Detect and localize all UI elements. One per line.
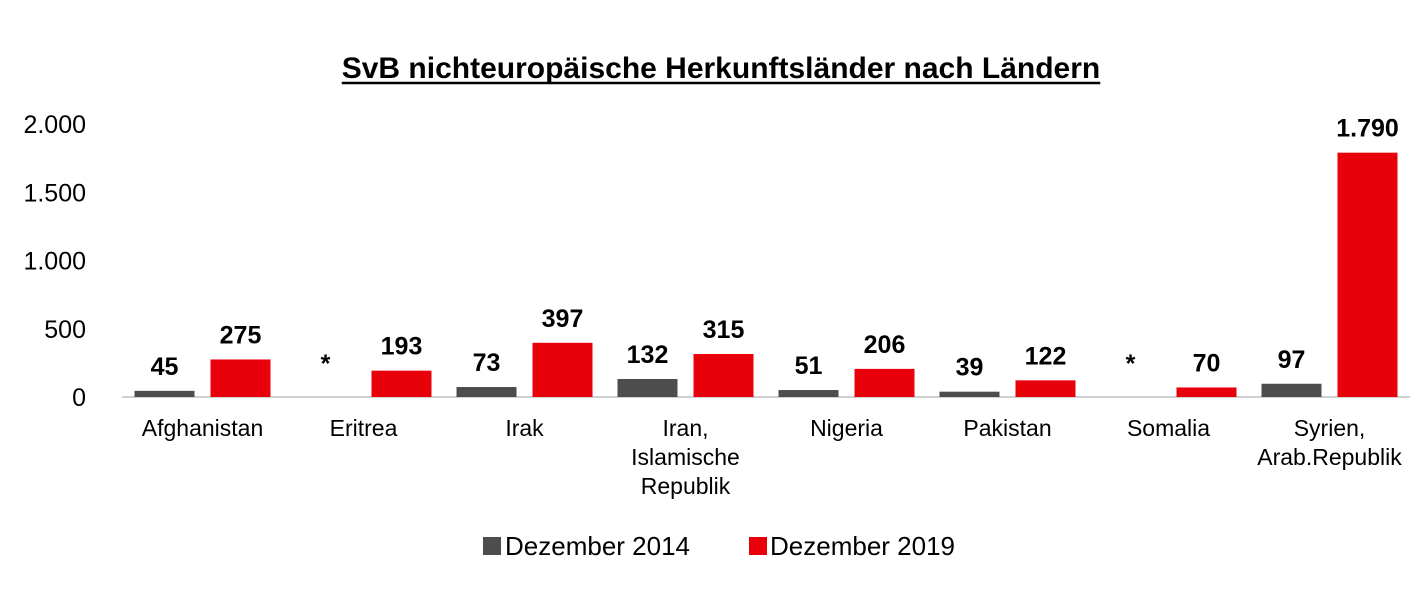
bar-dez-2014 <box>134 390 195 397</box>
y-axis: 0 500 1.000 1.500 2.000 <box>23 111 86 412</box>
legend-swatch <box>749 537 767 555</box>
data-label: 70 <box>1193 349 1221 377</box>
data-label: 45 <box>151 353 179 381</box>
data-label: 132 <box>627 341 669 369</box>
x-tick-label: Islamische <box>631 444 740 470</box>
legend-label: Dezember 2019 <box>770 531 955 561</box>
x-tick-label: Irak <box>505 415 544 441</box>
x-axis: Afghanistan Eritrea Irak Iran, Islamische Rep… <box>122 396 1410 499</box>
x-tick-label: Nigeria <box>810 415 883 441</box>
x-tick-label: Pakistan <box>963 415 1051 441</box>
y-tick-label: 500 <box>44 316 86 344</box>
x-tick-label: Somalia <box>1127 415 1210 441</box>
bar-dez-2019 <box>693 354 754 397</box>
bar-dez-2014 <box>939 391 1000 397</box>
bar-dez-2014 <box>1261 383 1322 397</box>
data-label: 1.790 <box>1336 115 1399 143</box>
legend-label: Dezember 2014 <box>505 531 690 561</box>
data-label: 97 <box>1278 346 1306 374</box>
bar-dez-2019 <box>371 370 432 397</box>
x-tick-label: Afghanistan <box>142 415 263 441</box>
bar-dez-2014 <box>456 387 517 397</box>
data-label: 39 <box>956 354 984 382</box>
legend-swatch <box>483 537 501 555</box>
data-label: 397 <box>542 305 584 333</box>
data-label: * <box>1126 350 1136 378</box>
x-tick-label: Syrien, <box>1294 415 1366 441</box>
y-tick-label: 0 <box>72 384 86 412</box>
bar-dez-2019 <box>1015 380 1076 397</box>
data-label: 122 <box>1025 342 1067 370</box>
x-tick-label: Arab.Republik <box>1257 444 1402 470</box>
bar-dez-2019 <box>532 342 593 397</box>
bar-dez-2019 <box>1337 152 1398 397</box>
bar-dez-2019 <box>1176 387 1237 397</box>
legend: Dezember 2014 Dezember 2019 <box>483 531 955 561</box>
y-tick-label: 1.000 <box>23 248 86 276</box>
bar-dez-2019 <box>210 359 271 397</box>
data-label: 193 <box>381 333 423 361</box>
bar-dez-2014 <box>617 378 678 397</box>
bar-dez-2014 <box>778 390 839 397</box>
bars-group <box>134 152 1398 397</box>
data-labels-group: 45 * 73 132 51 39 * 97 275 193 397 315 206 122 70 1.790 <box>151 115 1399 382</box>
data-label: 315 <box>703 316 745 344</box>
data-label: 51 <box>795 352 823 380</box>
chart-title-group: SvB nichteuropäische Herkunftsländer nac… <box>341 52 1101 85</box>
bar-dez-2019 <box>854 368 915 397</box>
data-label: * <box>321 350 331 378</box>
x-tick-label: Iran, <box>662 415 708 441</box>
x-tick-label: Eritrea <box>330 415 398 441</box>
y-tick-label: 1.500 <box>23 179 86 207</box>
data-label: 275 <box>220 321 262 349</box>
x-tick-label: Republik <box>641 473 731 499</box>
y-tick-label: 2.000 <box>23 111 86 139</box>
data-label: 206 <box>864 331 906 359</box>
chart-title: SvB nichteuropäische Herkunftsländer nac… <box>342 52 1101 85</box>
data-label: 73 <box>473 349 501 377</box>
